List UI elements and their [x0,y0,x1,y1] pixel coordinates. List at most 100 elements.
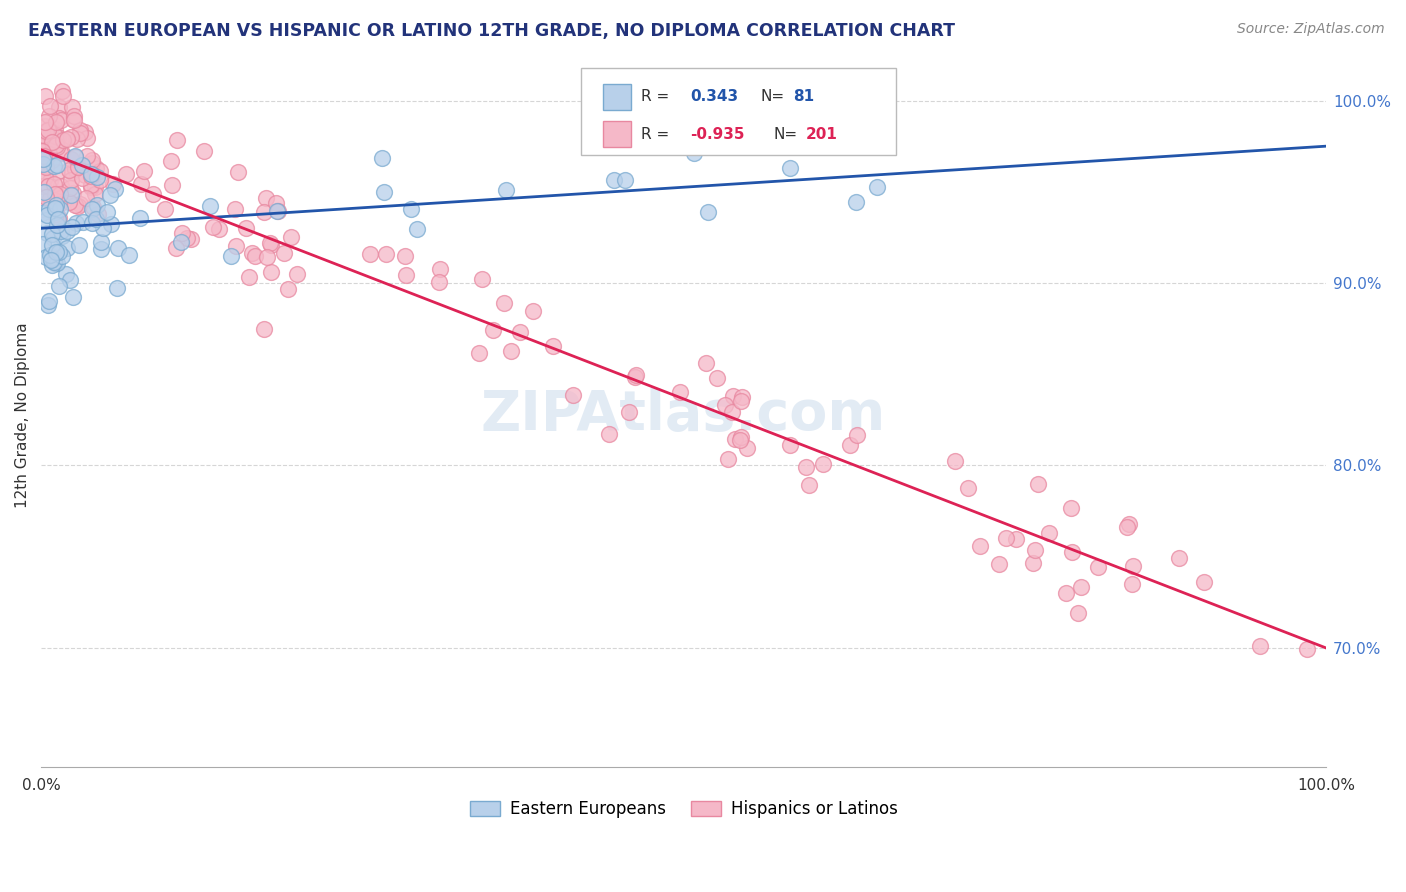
Point [253,205,276,219]
Point [59,152,82,166]
Point [277,282,299,296]
Point [264,196,287,211]
Point [67,160,90,174]
Point [42,177,65,191]
Point [1118,516,1140,531]
Point [49,133,72,147]
Point [285,267,308,281]
Point [225,239,247,253]
Point [58,195,80,210]
Point [1115,520,1137,534]
Point [82,167,104,181]
Point [34,115,56,129]
Point [31,202,53,216]
Point [695,356,717,370]
Text: N=: N= [761,89,785,104]
Point [260,265,283,279]
Point [65,150,87,164]
Point [522,303,544,318]
Point [48,202,70,216]
Point [256,191,278,205]
Point [155,202,177,216]
Point [32,236,55,251]
Point [38,202,60,216]
Point [86,169,108,184]
Point [721,405,744,419]
Point [1070,580,1092,594]
Point [45,137,67,152]
Point [39,136,62,151]
Point [44,160,66,174]
Point [51,88,73,103]
Point [114,167,136,181]
Point [84,161,107,175]
Point [166,133,188,147]
Point [59,273,82,287]
Point [34,185,56,199]
Point [468,346,491,360]
Point [42,129,65,144]
Y-axis label: 12th Grade, No Diploma: 12th Grade, No Diploma [15,323,30,508]
Point [129,211,152,225]
Point [105,281,128,295]
Point [1067,606,1090,620]
Point [80,167,103,181]
Point [1249,640,1271,654]
Point [48,278,70,293]
Point [49,179,72,194]
Point [49,113,72,128]
Point [67,199,90,213]
Point [39,252,62,267]
Point [845,428,868,442]
Point [46,165,69,179]
Point [624,368,647,382]
Point [482,322,505,336]
Point [76,131,98,145]
Point [101,177,124,191]
Point [100,188,122,202]
Point [44,205,66,219]
Point [1087,560,1109,574]
Point [38,248,60,262]
Point [1024,543,1046,558]
Point [1022,556,1045,570]
Point [84,211,107,226]
Text: 81: 81 [793,89,814,104]
Point [995,531,1018,545]
Point [1194,574,1216,589]
Point [45,244,67,259]
Point [35,124,58,138]
Point [69,122,91,136]
Point [494,296,516,310]
Point [44,256,66,270]
Point [37,179,59,194]
Point [1060,545,1083,559]
Point [717,451,740,466]
Point [82,156,104,170]
Point [90,235,112,249]
Point [273,246,295,260]
Point [956,481,979,495]
Point [44,128,66,143]
Point [1295,641,1317,656]
Point [134,164,156,178]
Point [80,169,103,183]
Point [44,186,66,201]
Point [59,130,82,145]
Point [280,230,302,244]
Point [180,232,202,246]
Point [51,85,73,99]
Point [42,133,65,147]
Point [219,249,242,263]
Point [943,454,966,468]
Point [813,457,835,471]
Point [118,248,141,262]
Point [730,430,752,444]
Text: R =: R = [641,89,675,104]
Point [58,163,80,178]
Point [31,144,53,158]
Point [31,133,53,147]
Point [844,195,866,210]
Point [797,478,820,492]
Point [35,160,58,174]
